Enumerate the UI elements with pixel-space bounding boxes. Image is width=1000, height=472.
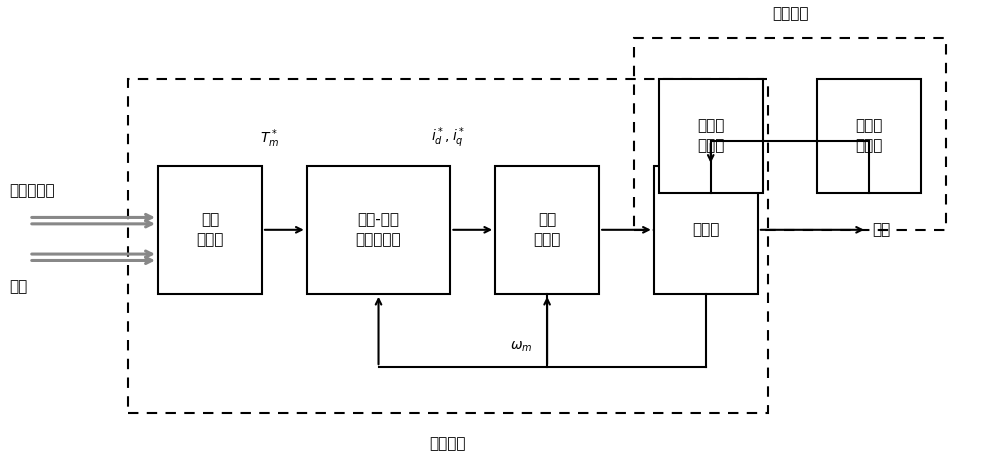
Text: 优化悬
挂系统: 优化悬 挂系统 xyxy=(856,118,883,153)
Text: 优化悬
置系统: 优化悬 置系统 xyxy=(697,118,724,153)
Bar xyxy=(817,79,921,193)
Text: $i_d^*,i_q^*$: $i_d^*,i_q^*$ xyxy=(431,125,466,150)
Text: 电机
控制器: 电机 控制器 xyxy=(533,212,561,247)
Text: 主动控制: 主动控制 xyxy=(430,436,466,451)
Text: 驾驶员操作: 驾驶员操作 xyxy=(9,184,55,198)
Text: $\omega_m$: $\omega_m$ xyxy=(510,339,532,354)
Text: $T_m^*$: $T_m^*$ xyxy=(260,127,280,150)
Text: 加速: 加速 xyxy=(872,222,890,237)
Text: 整车
控制器: 整车 控制器 xyxy=(196,212,224,247)
Text: 前馈-反馈
扭振控制器: 前馈-反馈 扭振控制器 xyxy=(356,212,401,247)
Bar xyxy=(307,166,450,294)
Text: 车况: 车况 xyxy=(9,279,27,295)
Bar xyxy=(495,166,599,294)
Bar xyxy=(158,166,262,294)
Text: 被动控制: 被动控制 xyxy=(772,7,808,22)
Text: 电动车: 电动车 xyxy=(692,222,719,237)
Bar xyxy=(128,79,768,413)
Bar xyxy=(654,166,758,294)
Bar xyxy=(634,38,946,230)
Bar xyxy=(659,79,763,193)
